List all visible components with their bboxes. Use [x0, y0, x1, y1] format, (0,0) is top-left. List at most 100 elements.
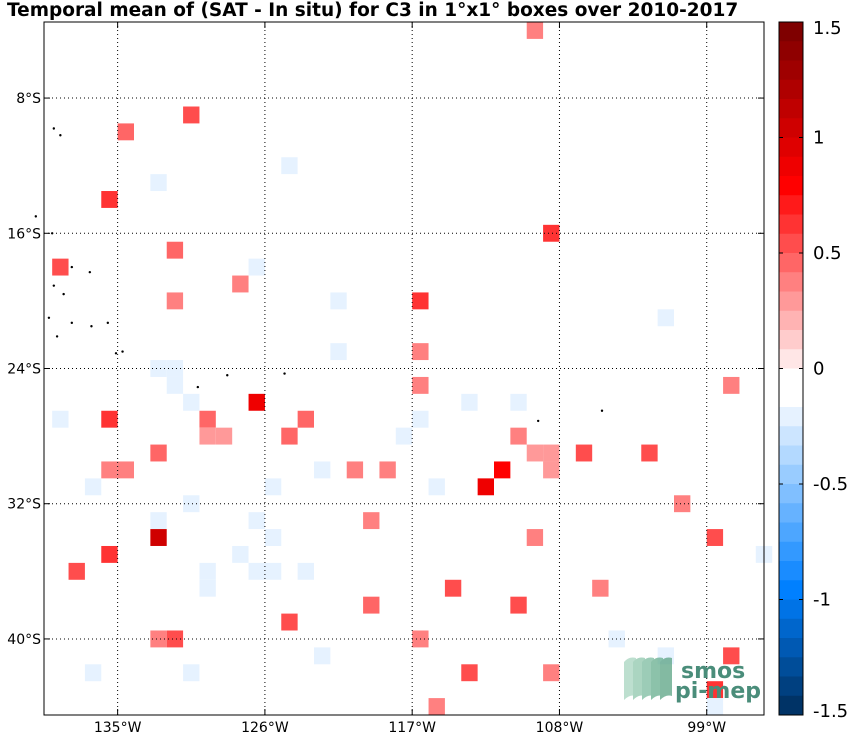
- island-mark: [88, 270, 92, 274]
- colorbar-segment: [779, 426, 803, 446]
- heatmap-cell: [412, 343, 429, 361]
- x-tick-label: 99°W: [687, 720, 726, 736]
- heatmap-cell: [248, 393, 265, 411]
- heatmap-cell: [330, 343, 347, 361]
- island-mark: [62, 292, 65, 296]
- heatmap-cell: [101, 461, 118, 479]
- heatmap-cell: [723, 647, 740, 665]
- island-mark: [121, 350, 124, 353]
- heatmap-cell: [281, 427, 298, 445]
- heatmap-cell: [84, 478, 102, 496]
- colorbar-segment: [779, 156, 803, 177]
- y-tick-label: 8°S: [16, 91, 41, 107]
- heatmap-cell: [199, 562, 216, 580]
- island-mark: [52, 127, 56, 130]
- heatmap-cell: [412, 410, 429, 428]
- heatmap-cell: [575, 444, 593, 462]
- heatmap-cell: [52, 410, 69, 428]
- heatmap-cell: [543, 444, 560, 462]
- colorbar-tick-label: -0.5: [813, 474, 848, 495]
- heatmap-cell: [592, 579, 609, 597]
- heatmap-cell: [150, 444, 167, 462]
- heatmap-cell: [101, 410, 118, 428]
- colorbar-segment: [779, 253, 803, 273]
- x-tick-label: 126°W: [241, 720, 289, 736]
- colorbar-tick-label: 1.5: [813, 18, 842, 39]
- colorbar-segment: [779, 445, 803, 466]
- colorbar-segment: [779, 176, 803, 196]
- island-mark: [90, 325, 93, 328]
- heatmap-cell: [264, 529, 282, 546]
- heatmap-cell: [166, 241, 184, 259]
- heatmap-cell: [526, 22, 544, 39]
- island-mark: [55, 335, 59, 338]
- heatmap-cell: [52, 258, 69, 276]
- heatmap-cell: [166, 360, 184, 377]
- colorbar-segment: [779, 310, 803, 331]
- heatmap-cell: [183, 664, 200, 682]
- colorbar-tick-label: 1: [813, 128, 824, 149]
- heatmap-cell: [494, 461, 511, 479]
- colorbar-segment: [779, 407, 803, 427]
- colorbar-segment: [779, 118, 803, 138]
- heatmap-cell: [444, 579, 462, 597]
- island-mark: [106, 321, 110, 325]
- heatmap-cell: [706, 681, 724, 699]
- watermark-text-smos: smos: [681, 659, 745, 684]
- heatmap-cell: [543, 461, 560, 479]
- heatmap-cell: [477, 478, 494, 496]
- heatmap-cell: [150, 174, 167, 192]
- colorbar-tick-label: 0.5: [813, 243, 842, 264]
- heatmap-cell: [183, 106, 200, 124]
- colorbar-segment: [779, 330, 803, 350]
- heatmap-cell: [510, 427, 527, 445]
- y-tick-label: 32°S: [7, 497, 41, 513]
- heatmap-cell: [346, 461, 364, 479]
- heatmap-cell: [84, 664, 102, 682]
- heatmap-cell: [363, 512, 380, 530]
- heatmap-cell: [428, 698, 445, 715]
- heatmap-cell: [723, 376, 740, 394]
- heatmap-cell: [264, 562, 282, 580]
- heatmap-cell: [117, 461, 134, 479]
- heatmap-cell: [674, 495, 691, 513]
- colorbar-segment: [779, 214, 803, 235]
- heatmap-cell: [297, 410, 314, 428]
- heatmap-cell: [363, 596, 380, 614]
- heatmap-cell: [264, 478, 282, 496]
- colorbar-segment: [779, 368, 803, 389]
- heatmap-cell: [657, 309, 674, 327]
- heatmap-cell: [199, 427, 216, 445]
- heatmap-cell: [510, 393, 527, 411]
- heatmap-cell: [510, 596, 527, 614]
- island-mark: [536, 419, 540, 423]
- heatmap-cell: [150, 512, 167, 530]
- island-mark: [70, 265, 74, 269]
- heatmap-cell: [248, 512, 265, 530]
- colorbar-segment: [779, 541, 803, 562]
- island-mark: [70, 321, 74, 325]
- heatmap-cell: [199, 410, 216, 428]
- heatmap-cell: [526, 529, 544, 546]
- heatmap-cell: [232, 545, 249, 563]
- colorbar: 1.5 1 0.5 0 -0.5 -1 -1.5: [778, 18, 848, 722]
- heatmap-cell: [150, 630, 167, 648]
- colorbar-segment: [779, 503, 803, 523]
- heatmap-cell: [461, 393, 478, 411]
- heatmap-cell: [543, 224, 560, 242]
- heatmap-cell: [101, 545, 118, 563]
- colorbar-tick-label: -1.5: [813, 701, 848, 722]
- heatmap-cell: [281, 613, 298, 631]
- heatmap-cell: [166, 630, 184, 648]
- colorbar-tick-label: 0: [813, 359, 824, 380]
- colorbar-segment: [779, 349, 803, 369]
- colorbar-segment: [779, 137, 803, 158]
- colorbar-segment: [779, 99, 803, 119]
- heatmap-cell: [461, 664, 478, 682]
- cells-layer: [52, 22, 773, 715]
- colorbar-segment: [779, 464, 803, 485]
- chart-title: Temporal mean of (SAT - In situ) for C3 …: [7, 0, 739, 21]
- watermark-text-pimep: pi-mep: [675, 679, 761, 704]
